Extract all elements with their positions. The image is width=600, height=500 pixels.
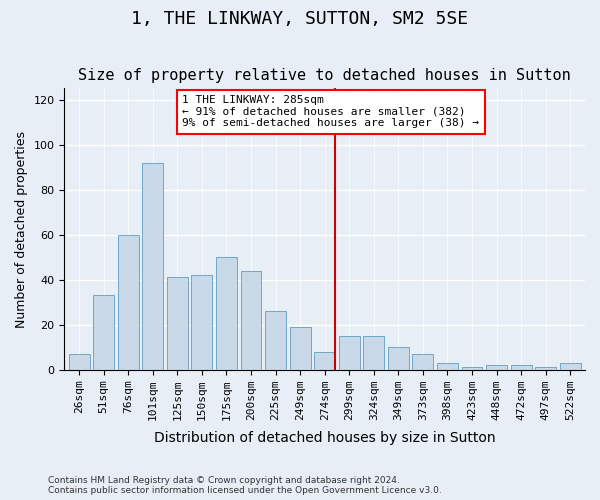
Bar [93, 296, 114, 370]
Bar [486, 365, 507, 370]
Bar [560, 363, 581, 370]
Bar [216, 257, 237, 370]
Bar [167, 278, 188, 370]
Text: 1, THE LINKWAY, SUTTON, SM2 5SE: 1, THE LINKWAY, SUTTON, SM2 5SE [131, 10, 469, 28]
Bar [535, 368, 556, 370]
Title: Size of property relative to detached houses in Sutton: Size of property relative to detached ho… [79, 68, 571, 83]
Bar [118, 234, 139, 370]
Bar [437, 363, 458, 370]
X-axis label: Distribution of detached houses by size in Sutton: Distribution of detached houses by size … [154, 431, 496, 445]
Bar [388, 347, 409, 370]
Bar [314, 352, 335, 370]
Bar [412, 354, 433, 370]
Text: 1 THE LINKWAY: 285sqm
← 91% of detached houses are smaller (382)
9% of semi-deta: 1 THE LINKWAY: 285sqm ← 91% of detached … [182, 95, 479, 128]
Bar [69, 354, 89, 370]
Text: Contains HM Land Registry data © Crown copyright and database right 2024.
Contai: Contains HM Land Registry data © Crown c… [48, 476, 442, 495]
Bar [290, 327, 311, 370]
Bar [241, 270, 262, 370]
Bar [511, 365, 532, 370]
Y-axis label: Number of detached properties: Number of detached properties [15, 130, 28, 328]
Bar [364, 336, 384, 370]
Bar [191, 275, 212, 370]
Bar [265, 311, 286, 370]
Bar [339, 336, 359, 370]
Bar [142, 162, 163, 370]
Bar [461, 368, 482, 370]
